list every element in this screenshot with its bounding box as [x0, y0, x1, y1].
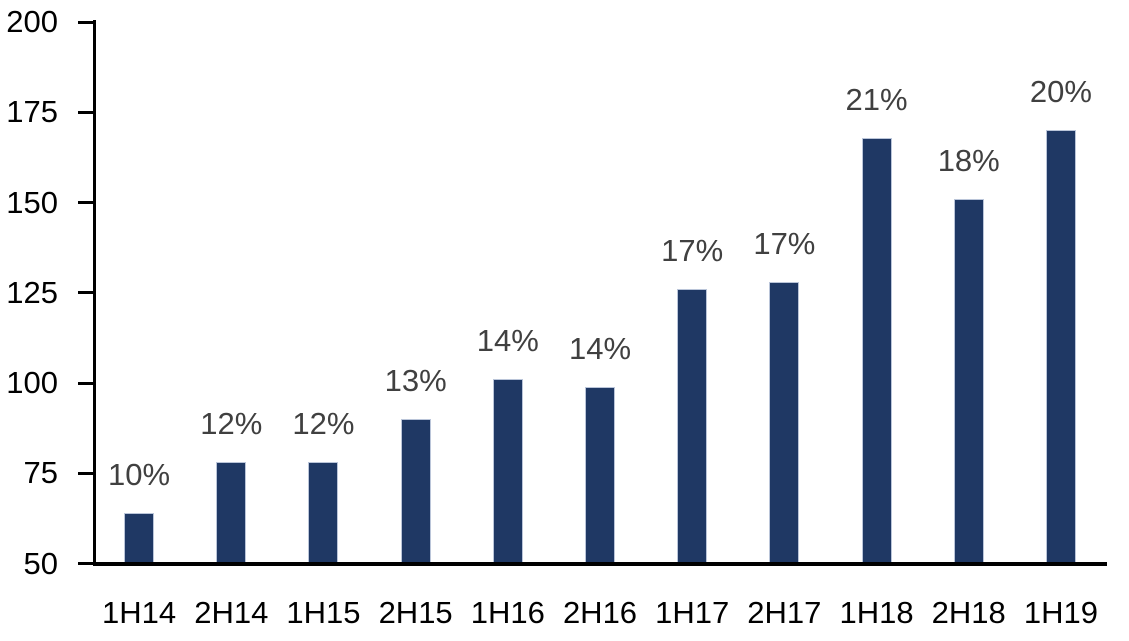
x-axis-tick-label: 1H18: [839, 595, 914, 630]
bar-2h16: [585, 386, 615, 566]
bar-data-label: 21%: [845, 81, 908, 117]
x-axis-tick-label: 2H18: [931, 595, 1006, 630]
bar-1h16: [492, 379, 523, 566]
y-axis-tick-mark: [78, 110, 93, 114]
y-axis-tick-label: 175: [6, 94, 58, 130]
x-axis-tick-label: 2H16: [562, 595, 638, 630]
bar-2h14: [216, 462, 247, 566]
x-axis-tick-label: 2H15: [378, 595, 453, 630]
x-axis-tick-label: 1H16: [470, 595, 545, 630]
bar-1h14: [124, 512, 155, 566]
bar-data-label: 17%: [661, 233, 724, 269]
x-axis-tick-label: 1H19: [1023, 595, 1098, 630]
bar-1h19: [1045, 130, 1076, 566]
y-axis-tick-label: 50: [23, 545, 58, 581]
bar-1h15: [308, 462, 339, 566]
y-axis-tick-label: 100: [6, 365, 58, 400]
bar-data-label: 12%: [292, 406, 355, 442]
y-axis-tick-mark: [78, 201, 93, 204]
x-axis-tick-label: 1H14: [102, 595, 177, 630]
x-axis-tick-label: 2H17: [747, 595, 822, 630]
x-axis-line: [93, 562, 1107, 566]
x-axis-tick-label: 1H15: [286, 595, 361, 630]
y-axis-tick-mark: [78, 20, 93, 24]
bar-data-label: 12%: [200, 406, 263, 442]
bar-data-label: 14%: [476, 323, 539, 359]
bar-1h17: [677, 289, 708, 566]
bar-2h18: [953, 198, 984, 566]
bar-data-label: 18%: [937, 142, 1000, 178]
y-axis-line: [93, 20, 96, 566]
y-axis-tick-mark: [78, 291, 93, 295]
bar-data-label: 10%: [108, 456, 171, 492]
y-axis-tick-label: 125: [6, 274, 58, 310]
y-axis-tick-mark: [78, 381, 93, 385]
bar-data-label: 20%: [1029, 74, 1092, 110]
y-axis-tick-label: 150: [6, 184, 58, 220]
bar-data-label: 17%: [753, 225, 816, 261]
bar-2h15: [400, 419, 431, 566]
x-axis-tick-label: 1H17: [655, 595, 730, 630]
y-axis-tick-mark: [78, 471, 93, 475]
bar-1h18: [861, 137, 892, 566]
x-axis-tick-label: 2H14: [194, 595, 269, 630]
bar-data-label: 13%: [384, 363, 447, 399]
bar-2h17: [769, 281, 800, 566]
bar-data-label: 14%: [568, 330, 632, 366]
y-axis-tick-mark: [78, 562, 93, 565]
y-axis-tick-label: 200: [6, 4, 58, 39]
y-axis-tick-label: 75: [23, 455, 58, 491]
